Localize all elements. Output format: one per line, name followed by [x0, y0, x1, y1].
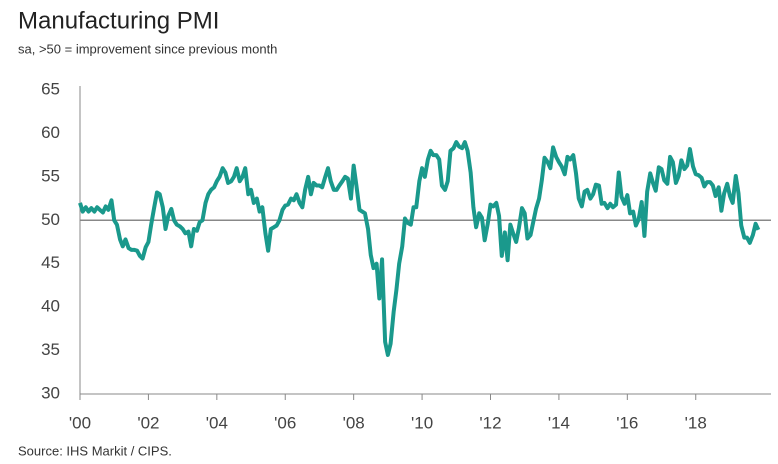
x-tick-label: '08 [343, 413, 365, 432]
x-tick-label: '04 [206, 413, 228, 432]
y-tick-label: 50 [41, 210, 60, 229]
chart-title: Manufacturing PMI [18, 7, 219, 34]
chart-subtitle: sa, >50 = improvement since previous mon… [18, 41, 277, 56]
source-note: Source: IHS Markit / CIPS. [18, 443, 172, 458]
x-tick-label: '02 [137, 413, 159, 432]
y-tick-label: 40 [41, 297, 60, 316]
x-tick-label: '18 [685, 413, 707, 432]
y-tick-label: 35 [41, 340, 60, 359]
y-tick-label: 65 [41, 79, 60, 98]
x-tick-label: '10 [411, 413, 433, 432]
x-tick-label: '16 [616, 413, 638, 432]
y-tick-label: 30 [41, 383, 60, 402]
y-tick-label: 60 [41, 123, 60, 142]
x-tick-label: '06 [274, 413, 296, 432]
x-tick-label: '00 [69, 413, 91, 432]
y-tick-label: 55 [41, 166, 60, 185]
series-line [78, 140, 761, 357]
x-tick-label: '14 [548, 413, 570, 432]
x-tick-label: '12 [479, 413, 501, 432]
y-tick-label: 45 [41, 253, 60, 272]
